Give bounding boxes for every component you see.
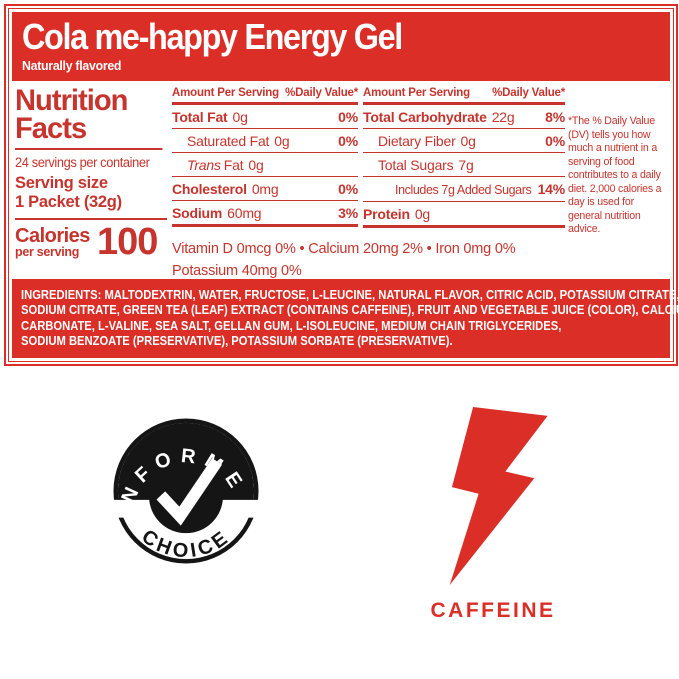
calories-label: Calories — [15, 225, 90, 248]
micronutrients-lines: Vitamin D 0mcg 0% • Calcium 20mg 2% • Ir… — [172, 239, 574, 283]
nutrition-column-carbs-protein: Amount Per Serving %Daily Value* Total C… — [363, 87, 565, 228]
micronutrients-line-1: Vitamin D 0mcg 0% • Calcium 20mg 2% • Ir… — [172, 241, 516, 257]
nutrient-row-protein: Protein 0g — [363, 201, 565, 225]
column-header: Amount Per Serving %Daily Value* — [363, 87, 565, 105]
column-header: Amount Per Serving %Daily Value* — [172, 87, 358, 105]
product-label: Cola me-happy Energy Gel Naturally flavo… — [4, 4, 679, 366]
daily-value-header: %Daily Value* — [285, 87, 358, 99]
nutrient-row-total-sugars: Total Sugars 7g — [363, 152, 565, 176]
ingredients-line: CARBONATE, L-VALINE, SEA SALT, GELLAN GU… — [21, 317, 562, 333]
checkmark-icon — [156, 458, 222, 526]
nutrition-facts-panel: Nutrition Facts 24 servings per containe… — [12, 81, 670, 279]
title-banner: Cola me-happy Energy Gel Naturally flavo… — [12, 12, 670, 81]
nutrition-column-fats-sodium: Amount Per Serving %Daily Value* Total F… — [172, 87, 358, 227]
servings-per-container: 24 servings per container — [15, 155, 150, 171]
nutrient-row-cholesterol: Cholesterol 0mg 0% — [172, 176, 358, 200]
product-title: Cola me-happy Energy Gel — [22, 16, 403, 57]
informed-choice-logo: INFORMED CHOICE — [112, 417, 260, 564]
product-subtitle: Naturally flavored — [22, 58, 122, 73]
serving-size-label: Serving size — [15, 174, 108, 193]
nutrient-row-added-sugars: Includes 7g Added Sugars 14% — [363, 176, 565, 201]
ingredients-line: SODIUM BENZOATE (PRESERVATIVE), POTASSIU… — [21, 333, 453, 349]
ingredients-line: INGREDIENTS: MALTODEXTRIN, WATER, FRUCTO… — [21, 287, 679, 302]
calories-per-serving-label: per serving — [15, 245, 80, 260]
ingredients-section: INGREDIENTS: MALTODEXTRIN, WATER, FRUCTO… — [12, 279, 679, 358]
nutrition-facts-title: Nutrition Facts — [15, 85, 163, 151]
nutrient-row-total-fat: Total Fat 0g 0% — [172, 109, 358, 125]
nutrient-row-sodium: Sodium 60mg 3% — [172, 200, 358, 224]
amount-per-serving-header: Amount Per Serving — [172, 87, 279, 99]
lightning-bolt-icon — [449, 407, 548, 585]
calories-row: Calories per serving 100 — [15, 221, 167, 264]
micronutrients-line-2: Potassium 40mg 0% — [172, 262, 302, 279]
caffeine-label: CAFFEINE — [430, 599, 556, 622]
nutrient-row-trans-fat: Trans Fat 0g — [172, 152, 358, 176]
nutrient-row-dietary-fiber: Dietary Fiber 0g 0% — [363, 128, 565, 152]
daily-value-header: %Daily Value* — [492, 87, 565, 99]
nutrient-row-saturated-fat: Saturated Fat 0g 0% — [172, 128, 358, 152]
label-inner-frame: Cola me-happy Energy Gel Naturally flavo… — [8, 8, 679, 362]
amount-per-serving-header: Amount Per Serving — [363, 87, 470, 99]
calories-value: 100 — [96, 221, 158, 264]
serving-size-value: 1 Packet (32g) — [15, 193, 167, 221]
nutrition-facts-left-column: Nutrition Facts 24 servings per containe… — [15, 85, 167, 264]
ingredients-line: SODIUM CITRATE, GREEN TEA (LEAF) EXTRACT… — [21, 302, 679, 318]
nutrient-row-total-carbohydrate: Total Carbohydrate 22g 8% — [363, 109, 565, 125]
daily-value-footnote: *The % Daily Value (DV) tells you how mu… — [568, 115, 662, 236]
